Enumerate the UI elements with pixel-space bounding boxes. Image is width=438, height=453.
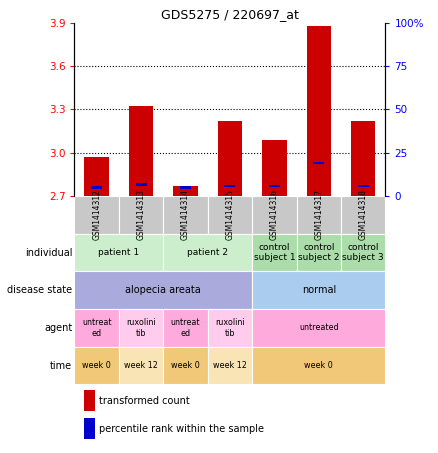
Bar [307,25,331,196]
Bar [74,234,163,271]
Bar [173,186,198,196]
Text: week 12: week 12 [124,361,158,370]
Text: ruxolini
tib: ruxolini tib [126,318,156,337]
Bar [208,196,252,234]
Bar [252,309,385,347]
Bar [84,390,95,411]
Bar [84,419,95,439]
Bar [252,196,297,234]
Text: untreat
ed: untreat ed [82,318,111,337]
Text: week 0: week 0 [304,361,333,370]
Bar [85,157,109,196]
Bar [136,183,147,186]
Bar [129,106,153,196]
Bar [74,196,119,234]
Text: percentile rank within the sample: percentile rank within the sample [99,424,265,434]
Bar [208,309,252,347]
Text: alopecia areata: alopecia areata [125,285,201,295]
Bar [91,186,102,189]
Text: control
subject 3: control subject 3 [343,243,384,262]
Bar [208,347,252,385]
Text: patient 2: patient 2 [187,248,228,257]
Text: agent: agent [44,323,72,333]
Text: week 0: week 0 [171,361,200,370]
Text: transformed count: transformed count [99,396,190,406]
Bar [163,234,252,271]
Bar [341,196,385,234]
Bar [180,186,191,189]
Text: GSM1414316: GSM1414316 [270,189,279,241]
Bar [297,234,341,271]
Text: control
subject 1: control subject 1 [254,243,295,262]
Bar [224,185,236,188]
Bar [74,347,119,385]
Bar [74,309,119,347]
Bar [297,196,341,234]
Bar [74,271,252,309]
Bar [218,121,242,196]
Text: GSM1414314: GSM1414314 [181,189,190,241]
Bar [252,347,385,385]
Bar [163,309,208,347]
Text: GSM1414318: GSM1414318 [359,189,368,241]
Text: ruxolini
tib: ruxolini tib [215,318,245,337]
Title: GDS5275 / 220697_at: GDS5275 / 220697_at [161,9,299,21]
Text: week 0: week 0 [82,361,111,370]
Text: GSM1414313: GSM1414313 [137,189,145,241]
Text: normal: normal [302,285,336,295]
Bar [119,347,163,385]
Bar [351,121,375,196]
Text: GSM1414315: GSM1414315 [226,189,234,241]
Text: GSM1414312: GSM1414312 [92,189,101,241]
Text: untreat
ed: untreat ed [171,318,200,337]
Text: time: time [50,361,72,371]
Bar [163,196,208,234]
Text: individual: individual [25,248,72,258]
Text: disease state: disease state [7,285,72,295]
Text: patient 1: patient 1 [98,248,139,257]
Text: untreated: untreated [299,323,339,333]
Text: control
subject 2: control subject 2 [298,243,339,262]
Bar [358,185,369,188]
Bar [262,140,286,196]
Bar [252,271,385,309]
Bar [313,162,324,164]
Bar [269,185,280,188]
Bar [163,347,208,385]
Bar [252,234,297,271]
Bar [341,234,385,271]
Bar [119,309,163,347]
Text: week 12: week 12 [213,361,247,370]
Text: GSM1414317: GSM1414317 [314,189,323,241]
Bar [119,196,163,234]
